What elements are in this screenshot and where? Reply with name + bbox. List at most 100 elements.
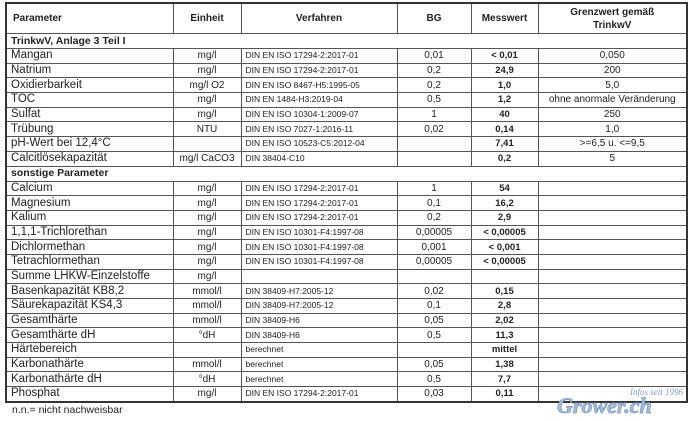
cell-method: DIN EN ISO 7027-1:2016-11 [240, 121, 398, 138]
cell-unit: mg/l [172, 195, 242, 211]
cell-method: berechnet [240, 342, 398, 358]
cell-limit-value [537, 327, 688, 344]
cell-method: DIN EN ISO 17294-2:2017-01 [240, 48, 398, 64]
cell-unit [172, 342, 242, 358]
cell-method: DIN EN ISO 17294-2:2017-01 [240, 195, 398, 211]
cell-unit: mg/l CaCO3 [172, 150, 242, 167]
cell-bg: 0,5 [396, 92, 472, 108]
table-row: Oxidierbarkeit mg/l O2 DIN EN ISO 8467-H5:… [5, 77, 688, 94]
svg-text:Infos seit 1996: Infos seit 1996 [629, 387, 683, 397]
cell-parameter: Basenkapazität KB8,2 [5, 283, 174, 299]
cell-parameter: Gesamthärte dH [5, 327, 174, 344]
cell-unit: mmol/l [172, 298, 242, 314]
cell-parameter: Calcitlösekapazität [5, 150, 174, 167]
cell-unit: °dH [172, 371, 242, 388]
cell-measured-value: 11,3 [470, 327, 539, 344]
cell-bg [396, 342, 472, 358]
cell-method: DIN EN ISO 10301-F4:1997-08 [240, 224, 398, 241]
cell-measured-value: < 0,01 [470, 48, 539, 64]
cell-parameter: Dichlormethan [5, 239, 174, 255]
cell-parameter: 1,1,1-Trichlorethan [5, 224, 174, 241]
cell-unit: mg/l [172, 92, 242, 108]
cell-limit-value [537, 386, 688, 403]
cell-parameter: Härtebereich [5, 342, 174, 358]
section-title: sonstige Parameter [5, 165, 687, 182]
table-row: Mangan mg/l DIN EN ISO 17294-2:2017-01 0,01… [5, 48, 688, 64]
cell-limit-value [537, 195, 688, 211]
cell-parameter: Tetrachlormethan [5, 253, 174, 270]
cell-method: DIN 38409-H6 [240, 327, 398, 344]
cell-unit [172, 136, 242, 152]
cell-bg: 0,2 [396, 209, 472, 226]
header-row: Parameter Einheit Verfahren BG Messwert … [5, 2, 688, 34]
table-row: Magnesium mg/l DIN EN ISO 17294-2:2017-01 0… [5, 195, 688, 211]
cell-method: DIN EN 1484-H3:2019-04 [240, 92, 398, 108]
table-row: Natrium mg/l DIN EN ISO 17294-2:2017-01 0,2… [5, 62, 688, 79]
cell-bg: 0,02 [396, 121, 472, 138]
cell-bg: 0,00005 [396, 253, 472, 270]
watermark-logo: Infos seit 1996 Grower.ch [557, 387, 684, 415]
cell-measured-value: < 0,00005 [470, 253, 539, 270]
cell-limit-value [537, 356, 688, 373]
cell-parameter: Karbonathärte [5, 356, 174, 373]
cell-method: DIN EN ISO 10523-C5:2012-04 [240, 136, 398, 152]
cell-method: DIN 38409-H7:2005-12 [240, 298, 398, 314]
cell-limit-value [537, 268, 688, 285]
cell-bg: 0,5 [396, 371, 472, 388]
table-row: Trübung NTU DIN EN ISO 7027-1:2016-11 0,02 0… [5, 121, 688, 138]
cell-measured-value: 7,41 [470, 136, 539, 152]
cell-measured-value: 0,14 [470, 121, 539, 138]
header-grenzwert: Grenzwert gemäß TrinkwV [537, 2, 688, 34]
cell-measured-value: 1,0 [470, 77, 539, 94]
table-row: Härtebereich berechnet mittel [5, 342, 688, 358]
header-einheit: Einheit [172, 2, 242, 34]
cell-measured-value: 16,2 [470, 195, 539, 211]
cell-parameter: Oxidierbarkeit [5, 77, 174, 94]
cell-bg: 1 [396, 106, 472, 123]
cell-measured-value: 0,2 [470, 150, 539, 167]
analysis-table: Parameter Einheit Verfahren BG Messwert … [5, 2, 688, 403]
cell-bg: 0,1 [396, 195, 472, 211]
cell-limit-value [537, 239, 688, 255]
cell-limit-value [537, 312, 688, 329]
table-row: Karbonathärte mmol/l berechnet 0,05 1,38 [5, 356, 688, 373]
table-row: TOC mg/l DIN EN 1484-H3:2019-04 0,5 1,2 ohne … [5, 92, 688, 108]
cell-unit: mg/l [172, 386, 242, 403]
cell-parameter: Sulfat [5, 106, 174, 123]
table-row: Gesamthärte mmol/l DIN 38409-H6 0,05 2,02 [5, 312, 688, 329]
cell-method: berechnet [240, 356, 398, 373]
table-row: Phosphat mg/l DIN EN ISO 17294-2:2017-01 0,… [5, 386, 688, 403]
cell-bg [396, 150, 472, 167]
cell-measured-value: 0,11 [470, 386, 539, 403]
header-messwert: Messwert [470, 2, 539, 34]
cell-measured-value [470, 268, 539, 285]
cell-limit-value [537, 283, 688, 299]
table-row: Dichlormethan mg/l DIN EN ISO 10301-F4:199… [5, 239, 688, 255]
cell-parameter: Säurekapazität KS4,3 [5, 298, 174, 314]
cell-bg: 0,01 [396, 48, 472, 64]
cell-measured-value: 1,2 [470, 92, 539, 108]
cell-bg: 0,02 [396, 283, 472, 299]
cell-limit-value [537, 253, 688, 270]
cell-measured-value: 24,9 [470, 62, 539, 79]
cell-parameter: Gesamthärte [5, 312, 174, 329]
cell-unit: mg/l [172, 239, 242, 255]
header-grenzwert-line2: TrinkwV [593, 19, 632, 31]
cell-bg: 0,1 [396, 298, 472, 314]
cell-unit: mg/l O2 [172, 77, 242, 94]
cell-unit: mmol/l [172, 312, 242, 329]
table-row: pH-Wert bei 12,4°C DIN EN ISO 10523-C5:20… [5, 136, 688, 152]
footnote: n.n.= nicht nachweisbar [12, 404, 123, 416]
table-row: Tetrachlormethan mg/l DIN EN ISO 10301-F4:… [5, 253, 688, 270]
cell-parameter: Natrium [5, 62, 174, 79]
cell-method: berechnet [240, 371, 398, 388]
svg-text:Grower.ch: Grower.ch [557, 393, 652, 415]
cell-unit: mg/l [172, 209, 242, 226]
cell-limit-value [537, 180, 688, 197]
cell-bg: 0,00005 [396, 224, 472, 241]
cell-measured-value: 2,8 [470, 298, 539, 314]
header-verfahren: Verfahren [240, 2, 398, 34]
cell-parameter: Magnesium [5, 195, 174, 211]
cell-parameter: Phosphat [5, 386, 174, 403]
header-bg: BG [396, 2, 472, 34]
